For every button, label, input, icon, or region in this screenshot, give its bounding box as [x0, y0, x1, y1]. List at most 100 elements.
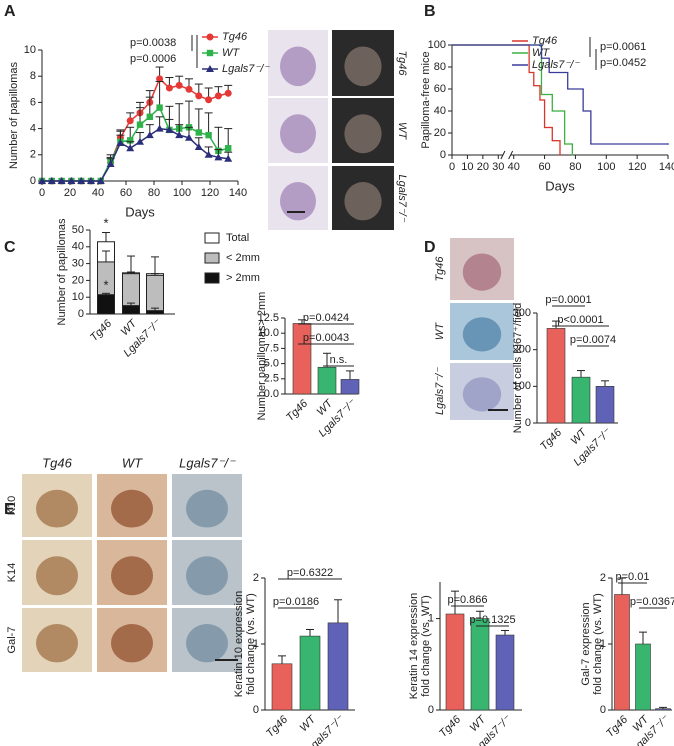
annotation: p=0.0001 — [545, 294, 591, 306]
marker — [165, 84, 173, 92]
marker — [127, 137, 134, 144]
marker — [225, 145, 232, 152]
x-tick-label: Tg46 — [437, 713, 464, 740]
marker — [155, 124, 164, 132]
panel-label: C — [4, 239, 16, 256]
marker — [136, 137, 144, 145]
marker — [136, 121, 144, 128]
marker — [67, 177, 76, 184]
annotation: p<0.0001 — [557, 314, 603, 326]
x-tick-label: Tg46 — [264, 713, 291, 740]
annotation: p=0.0006 — [130, 53, 176, 65]
annotation: p=0.0074 — [570, 334, 616, 346]
y-axis-label: Keratin 14 expression — [408, 593, 420, 699]
y-tick-label: 80 — [434, 61, 446, 73]
image-label: Tg46 — [396, 50, 408, 76]
marker — [126, 117, 134, 125]
marker — [47, 177, 56, 184]
x-tick-label: 0 — [39, 187, 45, 199]
y-axis-label: Number papillomas> 2mm — [256, 292, 268, 421]
bar — [317, 366, 337, 395]
marker — [195, 129, 202, 136]
panel-label: A — [4, 3, 16, 20]
line — [42, 127, 229, 182]
x-tick-label: 80 — [148, 187, 160, 199]
annotation: p=0.0452 — [600, 57, 646, 69]
annotation: p=0.0061 — [600, 41, 646, 53]
annotation: p=0.0038 — [130, 37, 176, 49]
bar — [614, 594, 630, 711]
annotation: p=0.866 — [447, 594, 487, 606]
panel-label: B — [424, 3, 436, 20]
x-tick-label: 30 — [492, 161, 504, 173]
y-tick-label: 20 — [434, 127, 446, 139]
y-tick-label: 300 — [513, 307, 531, 319]
x-tick-label: 40 — [508, 161, 520, 173]
bar — [271, 663, 293, 711]
y-axis-label: Number of papillomas — [8, 62, 20, 169]
image-detail — [36, 489, 78, 528]
y-tick-label: 0 — [30, 175, 36, 187]
bar — [495, 634, 515, 711]
legend-label: Total — [226, 232, 249, 244]
y-axis-label: Number of cells Ki67⁺/field — [512, 303, 524, 434]
y-tick-label: 0.0 — [264, 388, 279, 400]
annotation: * — [103, 215, 108, 230]
image-label: Lgals7⁻/⁻ — [396, 174, 408, 222]
y-tick-label: 2 — [30, 149, 36, 161]
image-detail — [280, 46, 316, 87]
image-detail — [186, 489, 228, 528]
annotation: p=0.0186 — [273, 596, 319, 608]
y-tick-label: 0 — [78, 308, 84, 320]
legend-label: Lgals7⁻/⁻ — [532, 59, 580, 71]
image-label: WT — [396, 122, 408, 140]
y-tick-label: 0 — [428, 704, 434, 716]
x-axis-label: Days — [125, 204, 155, 219]
column-label: WT — [122, 455, 143, 470]
marker — [185, 85, 193, 93]
marker — [116, 139, 125, 147]
legend-swatch — [204, 232, 220, 244]
x-tick-label: 100 — [597, 161, 615, 173]
row-label: Gal-7 — [6, 627, 18, 654]
y-tick-label: 50 — [72, 224, 84, 236]
image-detail — [36, 624, 78, 663]
y-tick-label: 0 — [525, 417, 531, 429]
marker — [126, 144, 135, 152]
marker — [205, 131, 212, 139]
x-tick-label: Tg46 — [88, 317, 115, 344]
x-tick-label: 120 — [628, 161, 646, 173]
y-tick-label: 0 — [600, 704, 606, 716]
x-tick-label: 40 — [92, 187, 104, 199]
x-tick-label: WT — [298, 713, 319, 734]
marker — [146, 113, 153, 121]
legend-marker — [206, 33, 214, 41]
y-tick-label: 30 — [72, 258, 84, 270]
marker — [38, 177, 46, 184]
x-tick-label: 80 — [569, 161, 581, 173]
y-tick-label: 200 — [513, 344, 531, 356]
bar — [292, 323, 312, 395]
legend-label: WT — [222, 47, 240, 59]
x-tick-label: 140 — [659, 161, 674, 173]
x-tick-label: 120 — [201, 187, 219, 199]
marker — [96, 177, 105, 184]
bar — [299, 635, 321, 711]
y-tick-label: 7.5 — [264, 342, 279, 354]
annotation: p=0.0043 — [303, 332, 349, 344]
bar — [655, 708, 671, 711]
legend-swatch — [204, 272, 220, 284]
marker — [204, 150, 213, 158]
y-axis-label: Keratin 10 expression — [233, 591, 245, 697]
marker — [194, 142, 203, 150]
marker — [77, 177, 86, 184]
image-detail — [344, 182, 382, 221]
image-label: Tg46 — [434, 256, 446, 282]
y-axis-label: fold change (vs. WT) — [420, 595, 432, 696]
bar — [635, 643, 651, 711]
x-tick-label: 20 — [64, 187, 76, 199]
image-detail — [111, 624, 153, 663]
y-tick-label: 0 — [253, 704, 259, 716]
y-tick-label: 10 — [24, 44, 36, 56]
bar — [327, 622, 349, 711]
